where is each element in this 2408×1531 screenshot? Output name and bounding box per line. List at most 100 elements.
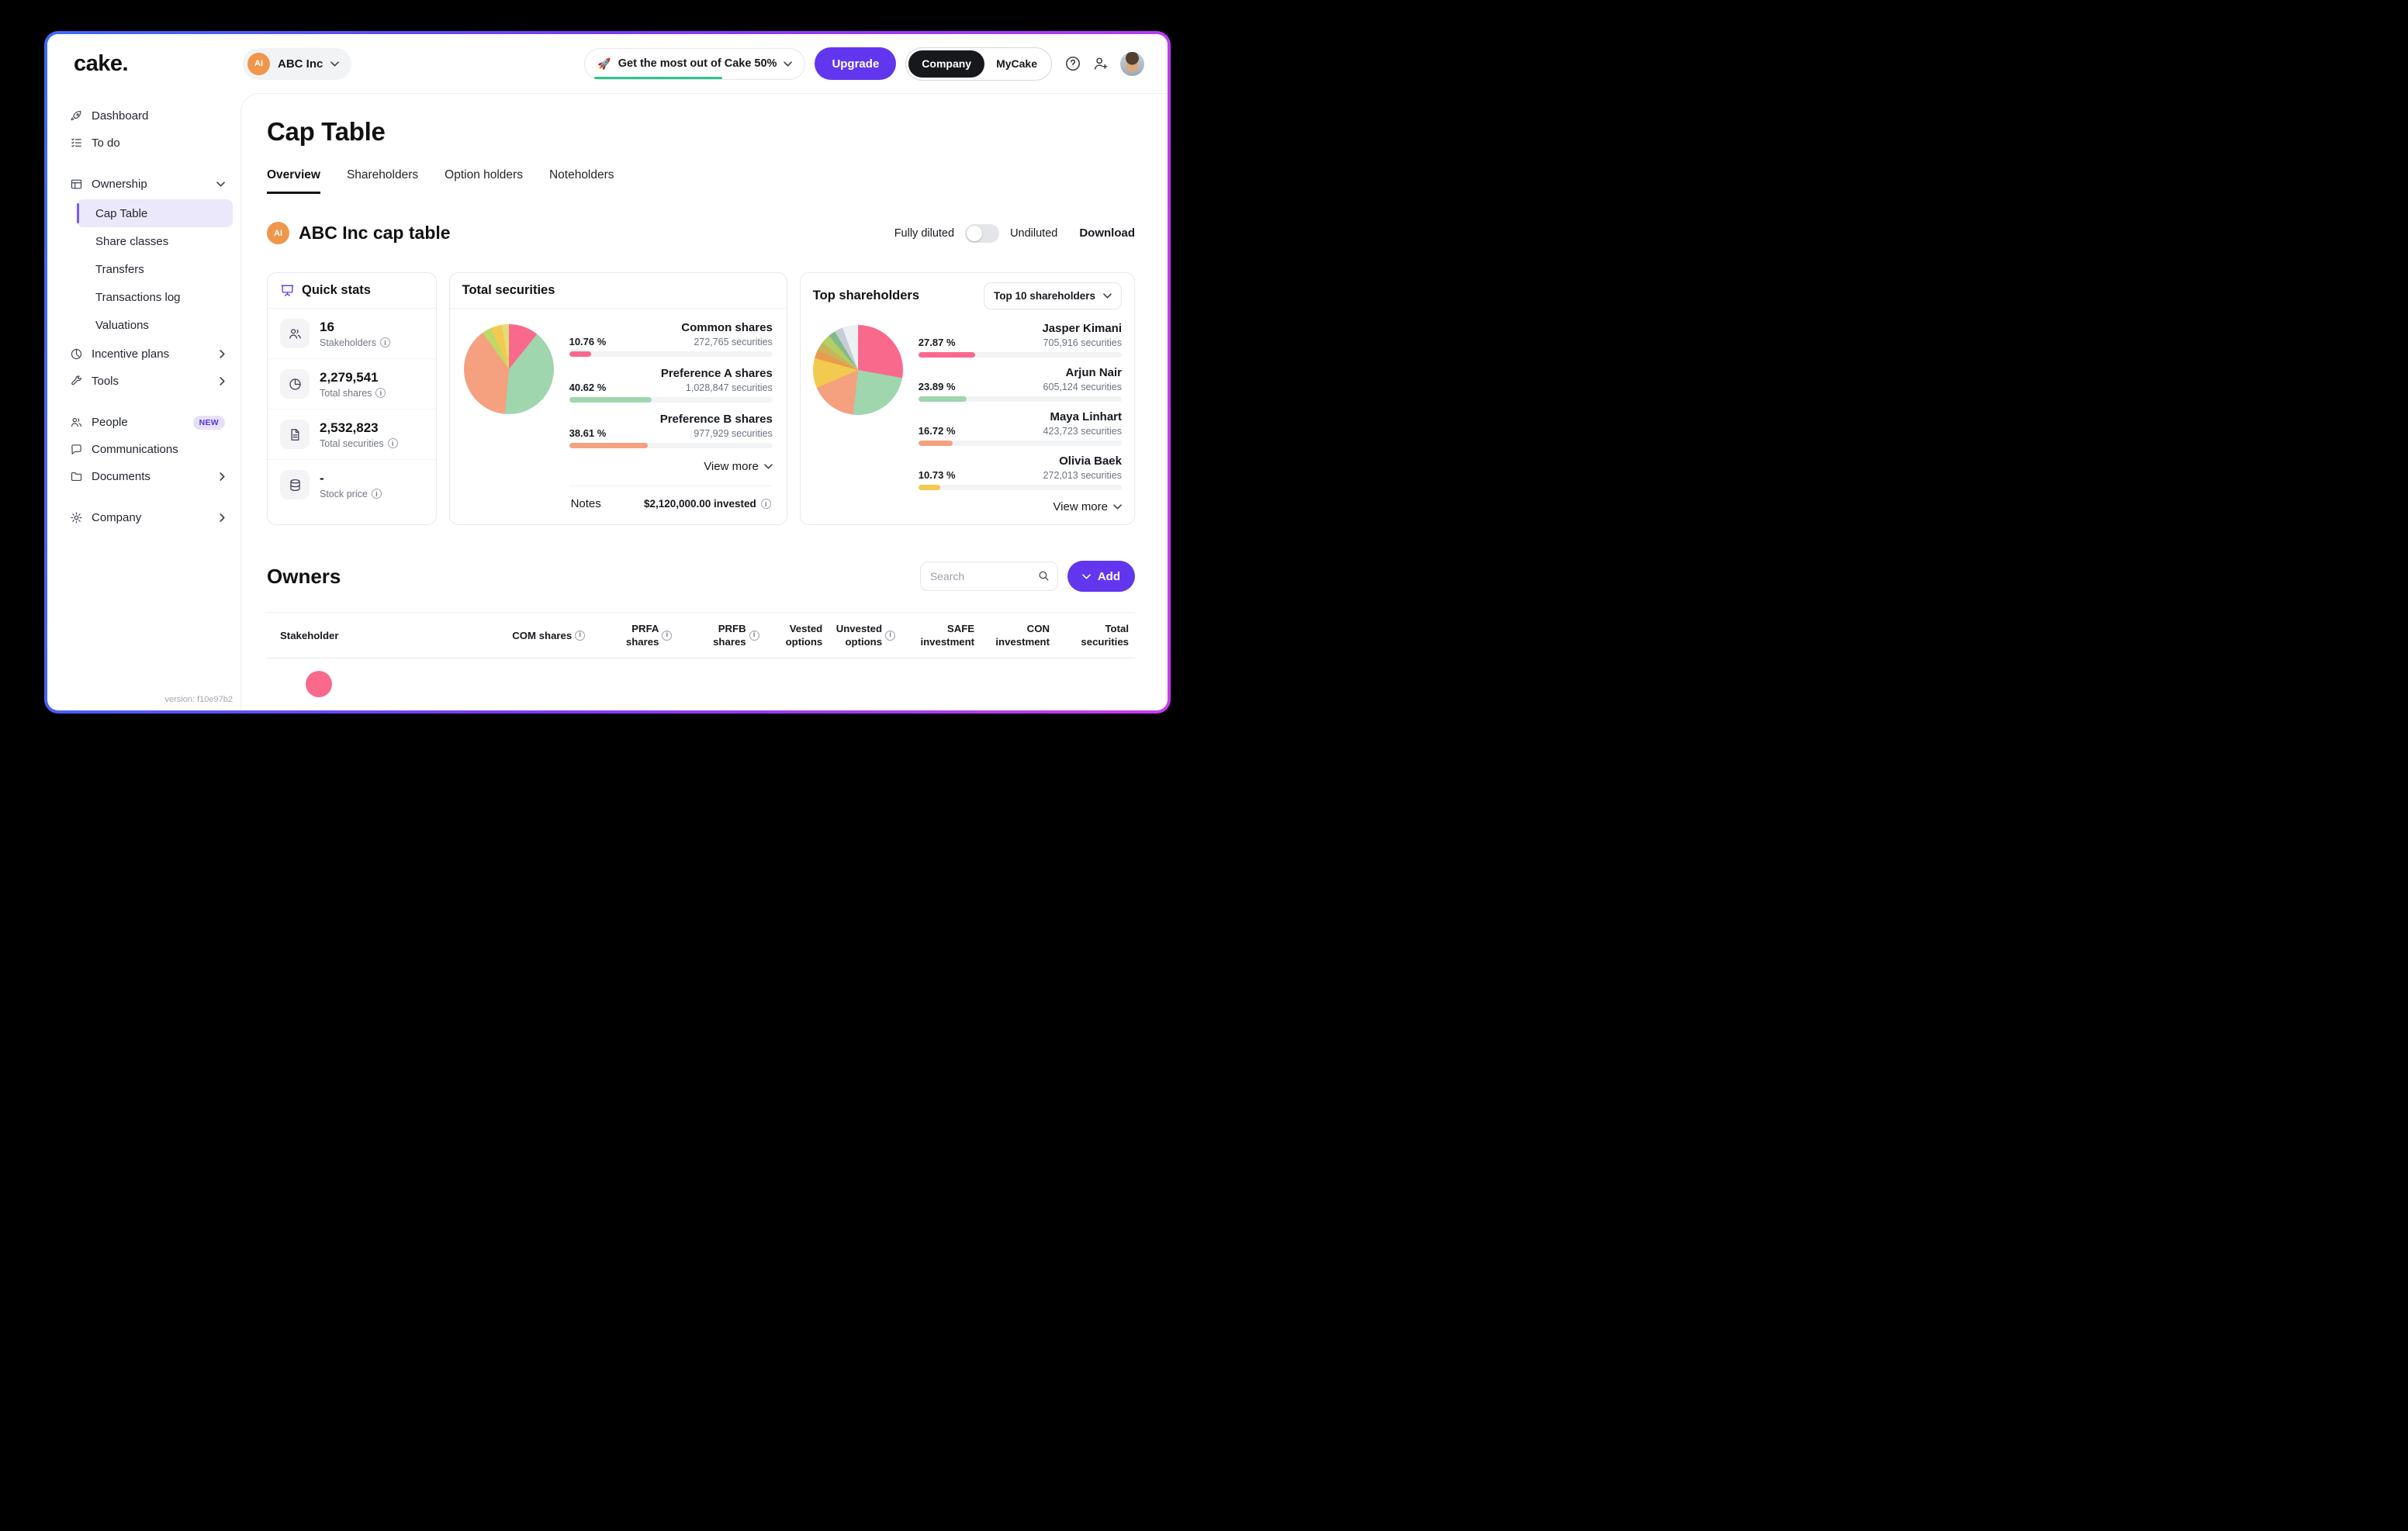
download-button[interactable]: Download: [1079, 226, 1135, 240]
shareholder-name: Arjun Nair: [1065, 366, 1122, 379]
percent-bar-fill: [918, 396, 967, 402]
user-plus-icon: [1094, 57, 1108, 70]
sidebar-item-share-classes[interactable]: Share classes: [77, 227, 233, 255]
new-badge: NEW: [192, 415, 225, 430]
sidebar-label: Valuations: [95, 318, 149, 332]
shareholder-name: Olivia Baek: [1059, 454, 1122, 468]
info-icon[interactable]: i: [749, 630, 759, 641]
invite-user-button[interactable]: [1092, 55, 1109, 72]
stat-stock-price: - Stock price i: [268, 460, 436, 510]
view-more-label: View more: [1053, 500, 1108, 513]
table-row[interactable]: [267, 658, 1135, 699]
chevron-right-icon: [220, 377, 225, 385]
sidebar-label: Transfers: [95, 262, 144, 276]
promo-banner[interactable]: 🚀 Get the most out of Cake 50%: [584, 47, 806, 80]
shareholder-percent: 23.89 %: [918, 381, 956, 392]
help-button[interactable]: [1064, 55, 1081, 72]
sidebar-item-incentive-plans[interactable]: Incentive plans: [68, 340, 233, 368]
tab-noteholders[interactable]: Noteholders: [548, 168, 614, 181]
info-icon[interactable]: i: [387, 438, 398, 448]
top-shareholders-header: Top shareholders Top 10 shareholders: [801, 273, 1134, 314]
info-icon[interactable]: i: [662, 630, 673, 641]
diluted-toggle[interactable]: [965, 223, 1000, 243]
stat-total-securities: 2,532,823 Total securities i: [268, 410, 436, 460]
filter-label: Top 10 shareholders: [993, 290, 1095, 302]
add-button[interactable]: Add: [1067, 561, 1135, 592]
people-icon: [71, 417, 82, 427]
chevron-down-icon: [784, 60, 793, 66]
company-avatar: AI: [247, 52, 270, 75]
sidebar-item-transactions-log[interactable]: Transactions log: [77, 283, 233, 311]
owners-header: Owners Add: [267, 561, 1135, 592]
col-unvested-options: Unvested options i: [829, 613, 901, 658]
sidebar-item-company[interactable]: Company: [68, 504, 233, 531]
tab-overview[interactable]: Overview: [267, 168, 320, 194]
app-logo: cake.: [74, 50, 129, 76]
stat-total-shares: 2,279,541 Total shares i: [268, 359, 436, 410]
info-icon[interactable]: i: [885, 630, 896, 641]
sidebar-item-todo[interactable]: To do: [68, 130, 233, 157]
mode-mycake-button[interactable]: MyCake: [984, 57, 1049, 70]
percent-bar-fill: [918, 441, 953, 446]
sidebar-item-valuations[interactable]: Valuations: [77, 311, 233, 339]
notes-row: Notes $2,120,000.00 invested i: [569, 486, 773, 513]
security-name: Common shares: [681, 321, 773, 334]
sidebar-item-ownership[interactable]: Ownership: [68, 171, 233, 198]
card-title: Total securities: [462, 283, 555, 297]
info-icon[interactable]: i: [760, 499, 771, 509]
page-title: Cap Table: [267, 117, 386, 146]
stat-label: Total securities: [320, 437, 384, 449]
summary-cards: Quick stats 16 Stakeholders i: [267, 272, 1135, 525]
sidebar-item-cap-table[interactable]: Cap Table: [77, 199, 233, 227]
sidebar-spacer: [68, 490, 233, 504]
top-shareholders-filter[interactable]: Top 10 shareholders: [983, 282, 1122, 309]
top-shareholders-legend: Jasper Kimani 27.87 % 705,916 securities: [918, 322, 1122, 513]
chevron-down-icon: [1103, 293, 1112, 299]
sidebar-item-people[interactable]: People NEW: [68, 409, 233, 436]
stat-label: Stock price: [320, 488, 368, 499]
view-more-button[interactable]: View more: [704, 460, 773, 473]
view-more-label: View more: [704, 460, 759, 473]
sidebar-item-documents[interactable]: Documents: [68, 463, 233, 490]
tab-bar: Overview Shareholders Option holders Not…: [267, 168, 1135, 194]
security-name: Preference B shares: [659, 413, 773, 426]
card-title: Quick stats: [302, 283, 371, 297]
shareholder-row: Olivia Baek 10.73 % 272,013 securities: [918, 454, 1122, 490]
user-avatar[interactable]: [1120, 51, 1144, 76]
company-name: ABC Inc: [278, 57, 323, 71]
col-vested-options: Vested options: [785, 623, 823, 648]
mode-company-button[interactable]: Company: [908, 50, 985, 78]
sidebar-label: Documents: [92, 470, 150, 483]
view-more-button[interactable]: View more: [1053, 500, 1122, 513]
security-percent: 38.61 %: [569, 427, 607, 439]
promo-progress-bar: [594, 76, 722, 79]
shareholder-name: Jasper Kimani: [1042, 322, 1122, 335]
sidebar-item-dashboard[interactable]: Dashboard: [68, 102, 233, 130]
upgrade-button[interactable]: Upgrade: [815, 47, 897, 80]
stat-value: 2,279,541: [320, 369, 379, 385]
tab-shareholders[interactable]: Shareholders: [346, 168, 419, 181]
company-selector[interactable]: AI ABC Inc: [243, 47, 352, 80]
desktop-background: cake. AI ABC Inc 🚀 Get the most out of C…: [0, 0, 1204, 766]
info-icon[interactable]: i: [575, 630, 586, 641]
search-input[interactable]: [919, 562, 1058, 591]
sidebar-item-communications[interactable]: Communications: [68, 436, 233, 463]
notes-label: Notes: [570, 497, 601, 510]
invested-amount: $2,120,000.00 invested: [643, 498, 756, 510]
owners-title: Owners: [267, 564, 341, 588]
sidebar-label: People: [92, 416, 128, 429]
shareholder-row: Jasper Kimani 27.87 % 705,916 securities: [918, 322, 1122, 358]
info-icon[interactable]: i: [379, 337, 390, 347]
percent-bar-track: [918, 441, 1122, 446]
sidebar-item-transfers[interactable]: Transfers: [77, 255, 233, 283]
shareholder-name: Maya Linhart: [1050, 410, 1122, 423]
sidebar-item-tools[interactable]: Tools: [68, 368, 233, 395]
info-icon[interactable]: i: [375, 388, 386, 398]
total-securities-pie-chart: [463, 324, 554, 414]
main-content: Cap Table Overview Shareholders Option h…: [240, 93, 1168, 710]
security-percent: 40.62 %: [569, 382, 607, 393]
percent-bar-fill: [918, 485, 940, 490]
tab-option-holders[interactable]: Option holders: [445, 168, 523, 181]
info-icon[interactable]: i: [371, 489, 382, 499]
chevron-right-icon: [220, 350, 225, 358]
